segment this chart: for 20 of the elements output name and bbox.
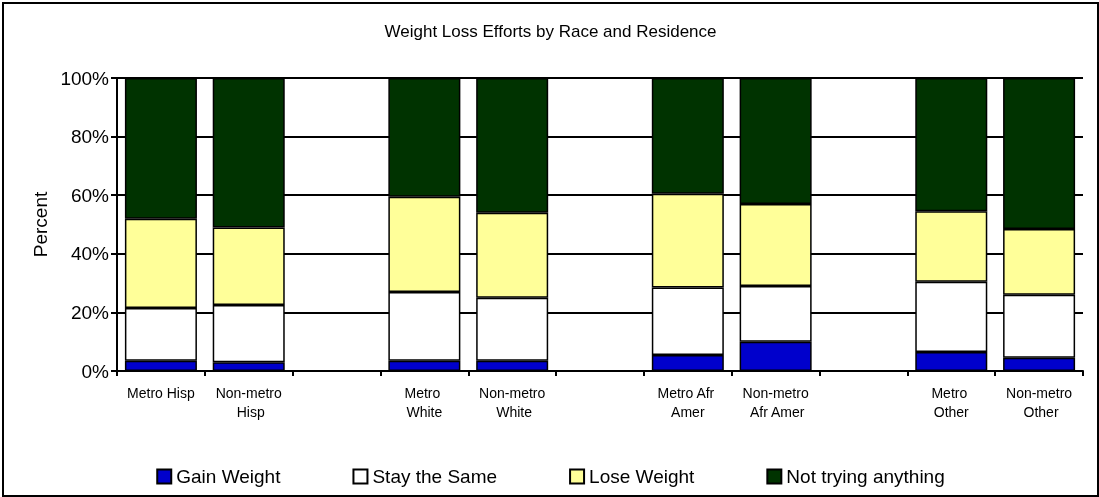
x-tick-label: Metro White <box>404 384 445 420</box>
y-tick-label: 60% <box>70 184 110 206</box>
chart-title: Weight Loss Efforts by Race and Residence <box>384 22 717 41</box>
y-tick-label: 0% <box>81 360 110 382</box>
legend-label: Lose Weight <box>589 466 696 487</box>
y-tick-label: 100% <box>60 67 110 89</box>
x-tick-label: Metro Other <box>931 384 972 420</box>
legend-label: Not trying anything <box>786 466 945 487</box>
x-tick-label: Non-metro Hisp <box>215 384 282 420</box>
legend-label: Stay the Same <box>372 466 498 487</box>
y-tick-label: 20% <box>70 301 110 323</box>
x-tick-label: Non-metro Afr Amer <box>742 384 809 420</box>
legend-label: Gain Weight <box>176 466 282 487</box>
x-tick-label: Metro Afr Amer <box>657 384 719 420</box>
x-tick-label: Metro Hisp <box>127 384 195 401</box>
y-axis-title: Percent <box>29 191 51 258</box>
x-tick-label: Non-metro White <box>479 384 546 420</box>
x-tick-label: Non-metro Other <box>1006 384 1073 420</box>
y-tick-label: 80% <box>70 126 110 148</box>
y-tick-label: 40% <box>70 243 110 265</box>
